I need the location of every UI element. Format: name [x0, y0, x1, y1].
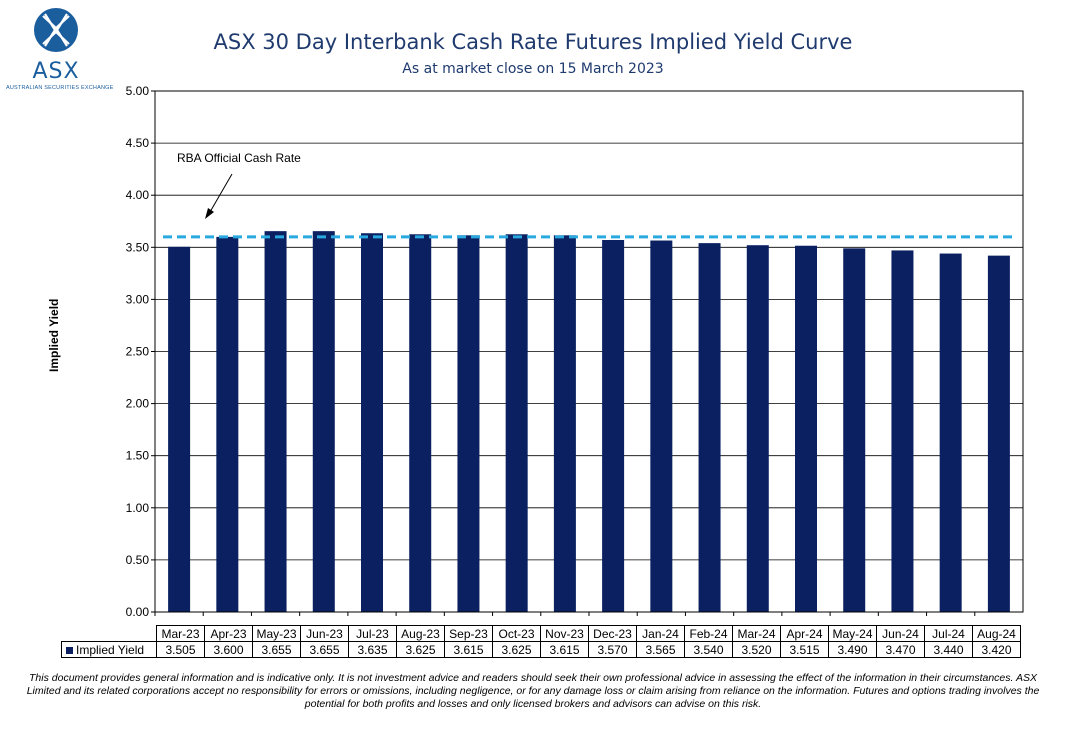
y-tick-label: 1.50 — [126, 449, 150, 463]
disclaimer-text: This document provides general informati… — [26, 672, 1040, 710]
x-tick-label: Nov-23 — [540, 625, 589, 642]
data-label: 3.470 — [876, 641, 925, 658]
data-label: 3.600 — [204, 641, 253, 658]
x-tick-label: Feb-24 — [684, 625, 733, 642]
x-tick-label: Jul-23 — [348, 625, 397, 642]
data-label: 3.655 — [252, 641, 301, 658]
asx-logo-icon — [34, 8, 78, 52]
data-label: 3.420 — [972, 641, 1021, 658]
bar-jan-24 — [650, 240, 673, 613]
logo-wordmark: ASX — [32, 59, 80, 84]
bar-may-24 — [843, 248, 866, 613]
data-label: 3.635 — [348, 641, 397, 658]
data-label: 3.505 — [156, 641, 205, 658]
bar-mar-24 — [746, 245, 769, 612]
data-table-values-row: Implied Yield 3.505 3.600 3.655 3.655 3.635 3… — [61, 641, 1021, 658]
x-tick-label: Jun-24 — [876, 625, 925, 642]
data-table-header-row: Mar-23 Apr-23 May-23 Jun-23 Jul-23 Aug-23 Sep-… — [62, 625, 1021, 642]
bar-jul-23 — [361, 233, 383, 612]
y-axis-ticks: 0.00 0.50 1.00 1.50 2.00 2.50 3.00 3.50 4.00 4.50… — [126, 84, 155, 619]
data-label: 3.570 — [588, 641, 637, 658]
legend-swatch — [66, 646, 73, 654]
data-label: 3.615 — [444, 641, 493, 658]
chart-subtitle: As at market close on 15 March 2023 — [402, 61, 664, 77]
bar-feb-24 — [698, 243, 721, 612]
x-tick-label: Sep-23 — [444, 625, 493, 642]
x-tick-label: May-23 — [252, 625, 301, 642]
logo-subtitle: AUSTRALIAN SECURITIES EXCHANGE — [6, 85, 114, 91]
y-tick-label: 2.50 — [126, 345, 150, 359]
bars — [154, 231, 1010, 616]
x-tick-label: Oct-23 — [492, 625, 541, 642]
y-tick-label: 4.00 — [126, 188, 150, 202]
data-table-series-label: Implied Yield — [61, 641, 157, 658]
asx-logo: ASX AUSTRALIAN SECURITIES EXCHANGE — [6, 4, 126, 92]
x-tick-label: Apr-24 — [780, 625, 829, 642]
bar-jun-23 — [312, 231, 335, 613]
data-label: 3.440 — [924, 641, 973, 658]
x-tick-label: Aug-24 — [972, 625, 1021, 642]
bar-aug-24 — [987, 255, 1010, 613]
bar-mar-23 — [168, 246, 191, 613]
bar-may-23 — [264, 231, 287, 613]
x-tick-label: Mar-24 — [732, 625, 781, 642]
data-label: 3.520 — [732, 641, 781, 658]
data-label: 3.625 — [492, 641, 541, 658]
chart-title: ASX 30 Day Interbank Cash Rate Futures I… — [213, 30, 853, 54]
data-table: Mar-23 Apr-23 May-23 Jun-23 Jul-23 Aug-23 Sep-… — [61, 625, 1021, 658]
y-tick-label: 5.00 — [126, 84, 150, 98]
data-label: 3.515 — [780, 641, 829, 658]
x-tick-label: Jul-24 — [924, 625, 973, 642]
y-tick-label: 3.50 — [126, 240, 150, 254]
y-axis-label: Implied Yield — [47, 298, 61, 372]
data-label: 3.615 — [540, 641, 589, 658]
bar-chart: 0.00 0.50 1.00 1.50 2.00 2.50 3.00 3.50 4.00 4.50… — [126, 84, 1024, 619]
y-tick-label: 0.00 — [126, 605, 150, 619]
bar-apr-23 — [216, 236, 239, 612]
annotation-arrow — [205, 173, 233, 219]
data-table-corner — [62, 626, 157, 642]
x-tick-label: Dec-23 — [588, 625, 637, 642]
bar-sep-23 — [457, 235, 480, 612]
data-label: 3.655 — [300, 641, 349, 658]
x-tick-label: Apr-23 — [204, 625, 253, 642]
plot-area — [154, 90, 1024, 613]
x-tick-label: Aug-23 — [396, 625, 445, 642]
y-tick-label: 3.00 — [126, 292, 150, 306]
x-tick-label: Jan-24 — [636, 625, 685, 642]
data-label: 3.625 — [396, 641, 445, 658]
y-tick-label: 1.00 — [126, 501, 150, 515]
legend-series-name: Implied Yield — [76, 642, 145, 657]
rba-cash-rate-label: RBA Official Cash Rate — [177, 151, 301, 165]
bar-nov-23 — [553, 235, 576, 612]
data-label: 3.490 — [828, 641, 877, 658]
data-label: 3.565 — [636, 641, 685, 658]
x-tick-label: Jun-23 — [300, 625, 349, 642]
y-tick-label: 0.50 — [126, 553, 150, 567]
x-tick-label: Mar-23 — [156, 625, 205, 642]
bar-dec-23 — [602, 240, 625, 613]
x-tick-label: May-24 — [828, 625, 877, 642]
y-tick-label: 4.50 — [126, 136, 150, 150]
data-label: 3.540 — [684, 641, 733, 658]
bar-jul-24 — [939, 253, 962, 612]
bar-oct-23 — [505, 234, 528, 612]
bar-jun-24 — [891, 250, 914, 612]
bar-apr-24 — [795, 245, 817, 612]
bar-aug-23 — [409, 234, 432, 612]
y-tick-label: 2.00 — [126, 397, 150, 411]
